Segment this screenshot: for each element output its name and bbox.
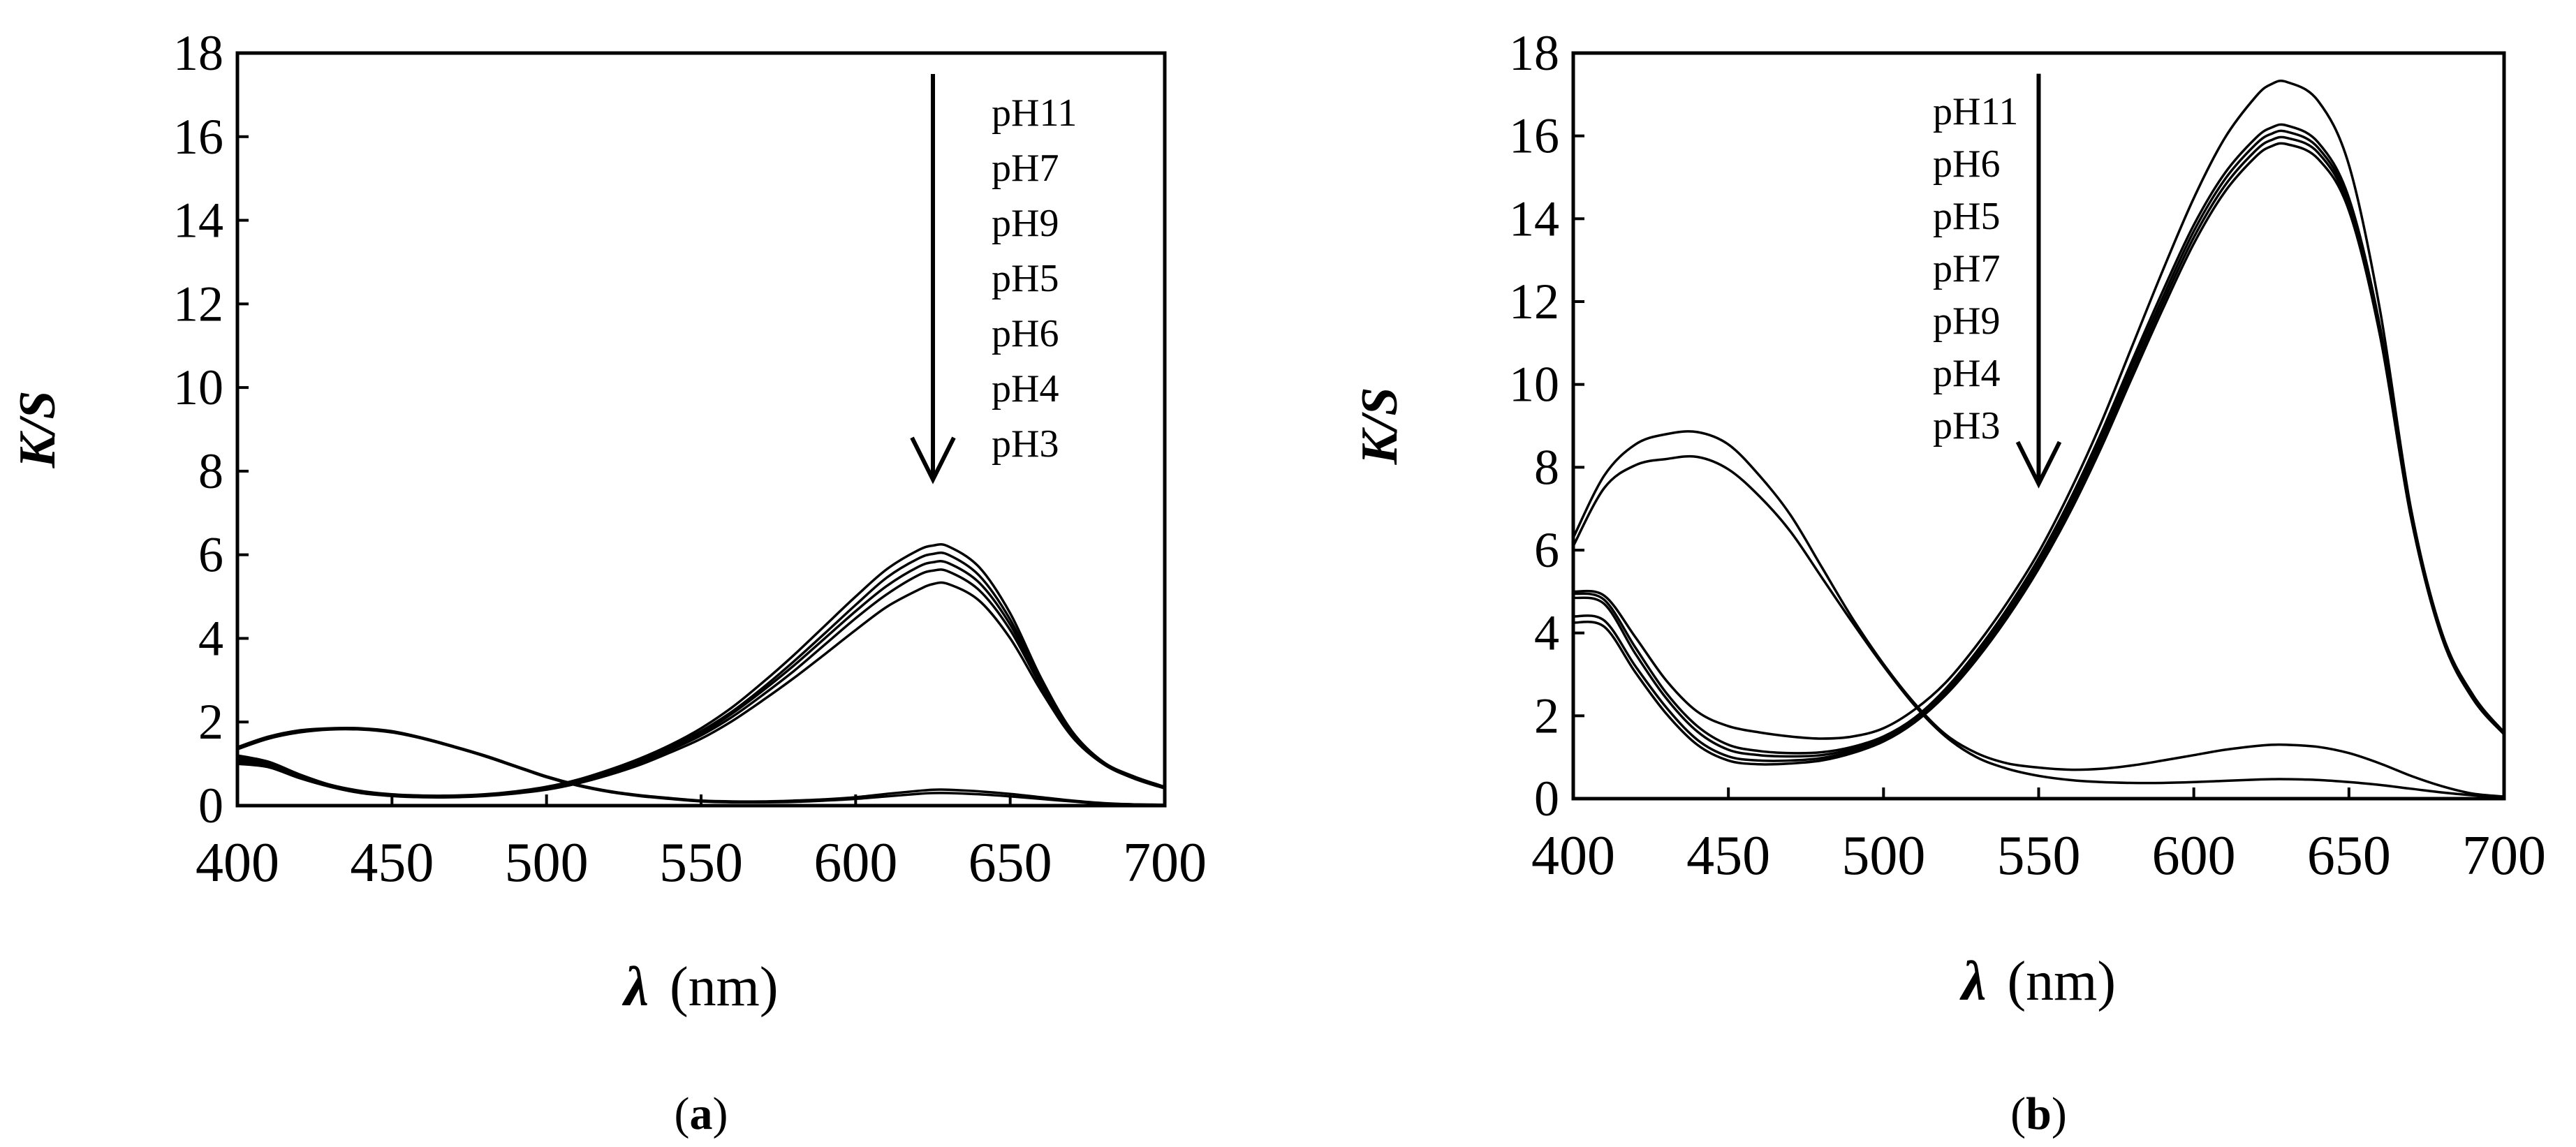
panel-b-x-tick-label: 400 (1531, 825, 1615, 887)
panel-b-y-tick-label: 0 (1534, 771, 1559, 827)
panel-b-legend-item: pH9 (1933, 299, 2000, 343)
panel-a-series-line-4 (237, 552, 1165, 798)
panel-a-x-tick-label: 500 (505, 832, 589, 894)
panel-b-legend: pH11 pH6 pH5 pH7 pH9 pH4 pH3 (1933, 73, 2062, 489)
panel-b-legend-item: pH5 (1933, 195, 2000, 238)
panel-b-y-tick-label: 4 (1534, 605, 1559, 661)
panel-a-x-tick-label: 450 (350, 832, 434, 894)
panel-b-x-tick-label: 500 (1841, 825, 1925, 887)
panel-b-x-tick-label: 700 (2462, 825, 2546, 887)
panel-a-y-tick-label: 12 (173, 276, 223, 332)
panel-b-axes: 0 2 4 6 8 10 12 14 16 18 400 450 500 550 600 650 700 (1509, 25, 2546, 887)
panel-b-lines (1572, 80, 2505, 799)
panel-a: 0 2 4 6 8 10 12 14 16 18 400 450 500 550 600 650 700 pH1… (9, 25, 1207, 1139)
panel-a-lines (237, 543, 1165, 806)
panel-a-x-tick-label: 650 (969, 832, 1052, 894)
panel-a-legend-item: pH4 (992, 367, 1059, 410)
panel-a-arrow-head (910, 436, 956, 484)
panel-b-series-line-7 (1573, 142, 2505, 766)
panel-b-legend-item: pH7 (1933, 247, 2000, 290)
panel-b-y-tick-label: 12 (1509, 274, 1559, 330)
panel-a-xlabel-symbol: λ (621, 956, 649, 1018)
panel-a-y-tick-label: 14 (173, 193, 223, 249)
panel-a-y-tick-label: 4 (198, 610, 223, 666)
panel-b-x-tick-label: 600 (2152, 825, 2236, 887)
panel-b-legend-item: pH3 (1933, 404, 2000, 447)
panel-a-series-line-6 (237, 568, 1165, 799)
panel-a-legend-item: pH11 (992, 91, 1077, 135)
panel-b-x-tick-label: 450 (1686, 825, 1770, 887)
panel-a-y-tick-label: 8 (198, 443, 223, 499)
panel-b-caption-open: ( (2010, 1088, 2026, 1139)
panel-a-y-tick-label: 18 (173, 25, 223, 81)
panel-a-series-line-7 (237, 581, 1165, 799)
panel-b-y-tick-label: 14 (1509, 191, 1559, 246)
panel-a-y-tick-label: 0 (198, 778, 223, 834)
panel-b-series-line-3 (1573, 80, 2505, 740)
panel-b-xlabel: λ (nm) (1959, 951, 2116, 1012)
panel-a-x-tick-label: 700 (1123, 832, 1207, 894)
panel-a-caption-close: ) (713, 1088, 728, 1139)
panel-b-xlabel-symbol: λ (1959, 951, 1987, 1012)
panel-b-y-tick-label: 10 (1509, 357, 1559, 413)
panel-a-caption-open: ( (675, 1088, 690, 1139)
panel-b-legend-item: pH6 (1933, 142, 2000, 186)
panel-a-x-tick-label: 400 (196, 832, 279, 894)
panel-a-y-tick-label: 6 (198, 527, 223, 583)
panel-b-series-line-2 (1572, 454, 2505, 799)
panel-a-ylabel: K/S (9, 390, 66, 468)
panel-a-xlabel-unit: (nm) (670, 956, 779, 1018)
panel-a-y-tick-label: 2 (198, 694, 223, 750)
panel-a-series-line-3 (237, 543, 1165, 797)
panel-b-y-tick-label: 16 (1509, 108, 1559, 164)
panel-a-series-line-5 (237, 560, 1165, 798)
panel-a-axes: 0 2 4 6 8 10 12 14 16 18 400 450 500 550 600 650 700 (173, 25, 1207, 894)
panel-a-x-tick-label: 600 (814, 832, 897, 894)
panel-b-x-tick-label: 650 (2307, 825, 2391, 887)
panel-b-y-tick-label: 18 (1509, 25, 1559, 81)
panel-a-xlabel: λ (nm) (621, 956, 778, 1018)
panel-b: 0 2 4 6 8 10 12 14 16 18 400 450 500 550 600 650 700 pH1… (1351, 25, 2546, 1139)
panel-b-series-line-1 (1572, 430, 2505, 798)
panel-b-x-tick-label: 550 (1997, 825, 2081, 887)
panel-b-legend-item: pH4 (1933, 352, 2000, 395)
panel-a-x-tick-label: 550 (659, 832, 743, 894)
panel-b-caption-letter: b (2026, 1088, 2052, 1139)
panel-a-caption-letter: a (690, 1088, 713, 1139)
panel-b-y-tick-label: 2 (1534, 688, 1559, 743)
panel-a-legend: pH11 pH7 pH9 pH5 pH6 pH4 pH3 (910, 73, 1077, 484)
panel-b-legend-item: pH11 (1933, 90, 2018, 133)
panel-b-xlabel-unit: (nm) (2008, 951, 2117, 1012)
panel-a-y-tick-label: 10 (173, 360, 223, 415)
panel-a-legend-item: pH6 (992, 312, 1059, 355)
panel-b-y-tick-label: 6 (1534, 522, 1559, 578)
panel-a-legend-item: pH5 (992, 257, 1059, 300)
panel-b-arrow-head (2015, 441, 2062, 489)
panel-b-caption-close: ) (2052, 1088, 2067, 1139)
panel-b-ylabel: K/S (1351, 387, 1408, 465)
panel-b-y-tick-label: 8 (1534, 439, 1559, 495)
panel-a-legend-item: pH9 (992, 202, 1059, 245)
panel-a-legend-item: pH3 (992, 422, 1059, 466)
panel-a-caption: (a) (675, 1088, 728, 1139)
panel-a-legend-item: pH7 (992, 147, 1059, 190)
panel-b-caption: (b) (2010, 1088, 2067, 1139)
panel-a-series-line-2 (237, 727, 1165, 806)
panel-a-y-tick-label: 16 (173, 109, 223, 165)
